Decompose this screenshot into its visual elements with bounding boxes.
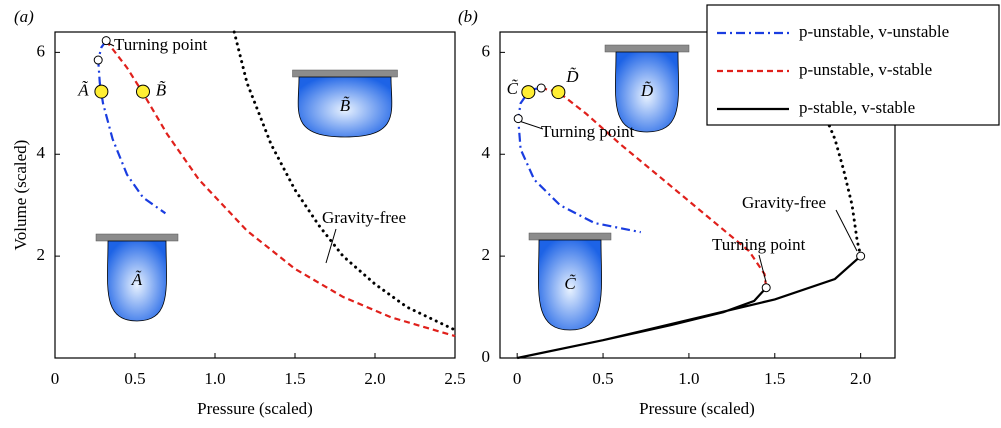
- inset-plate: [292, 69, 398, 78]
- series-line: [540, 86, 768, 288]
- y-tick-label: 0: [482, 347, 491, 366]
- annotation: Turning point: [712, 235, 806, 254]
- state-label: D̃: [565, 67, 579, 86]
- legend-label: p-stable, v-stable: [799, 98, 915, 117]
- turning-point: [761, 283, 771, 293]
- annotation: Gravity-free: [322, 208, 406, 227]
- panel: C̃ D̃ 0 0.5 1.0 1.5 2.0 0 2 4 6 Pressure (scaled) (b…: [458, 4, 1000, 418]
- y-tick-label: 4: [37, 143, 46, 162]
- x-tick-label: 0.5: [592, 369, 613, 388]
- turning-point: [513, 114, 523, 124]
- state-label: B̃: [156, 81, 167, 100]
- state-point: [551, 85, 566, 100]
- annotation-pointer: [518, 120, 544, 130]
- y-tick-label: 4: [482, 143, 491, 162]
- panel-label: (b): [458, 7, 478, 26]
- inset-plate: [604, 44, 690, 53]
- x-tick-label: 2.5: [444, 369, 465, 388]
- turning-point: [856, 251, 866, 261]
- inset-label: C̃: [564, 274, 576, 293]
- x-axis-label: Pressure (scaled): [639, 399, 755, 418]
- x-tick-label: 1.5: [284, 369, 305, 388]
- series-line: [824, 117, 863, 258]
- inset-label: B̃: [340, 96, 351, 115]
- y-tick-label: 6: [37, 41, 46, 60]
- turning-point: [101, 36, 111, 46]
- inset-label: D̃: [640, 81, 654, 100]
- y-tick-label: 6: [482, 41, 491, 60]
- x-axis-label: Pressure (scaled): [197, 399, 313, 418]
- legend-label: p-unstable, v-stable: [799, 60, 932, 79]
- annotation-pointer: [835, 209, 858, 252]
- x-tick-label: 1.0: [678, 369, 699, 388]
- inset-plate: [95, 233, 179, 242]
- state-label: Ã: [77, 81, 89, 100]
- series-line: [97, 40, 167, 215]
- inset-drop: [538, 239, 602, 331]
- y-axis-label: Volume (scaled): [11, 140, 30, 251]
- turning-point: [93, 55, 103, 65]
- annotation-pointer: [325, 228, 337, 264]
- panel-label: (a): [14, 7, 34, 26]
- inset-drop: [615, 51, 679, 133]
- x-tick-label: 0.5: [124, 369, 145, 388]
- annotation: Turning point: [114, 35, 208, 54]
- x-tick-label: 0: [51, 369, 60, 388]
- state-point: [94, 84, 109, 99]
- annotation: Turning point: [541, 122, 635, 141]
- inset-plate: [528, 232, 612, 241]
- x-tick-label: 0: [513, 369, 522, 388]
- annotation: Gravity-free: [742, 193, 826, 212]
- series-line: [516, 255, 862, 360]
- state-label: C̃: [507, 79, 519, 98]
- panel: Ã B̃ 0 0.5 1.0 1.5 2.0 2.5 2 4 6 Pressure (scaled) V…: [11, 7, 466, 418]
- x-tick-label: 1.5: [764, 369, 785, 388]
- state-point: [136, 84, 150, 99]
- inset-label: Ã: [131, 270, 143, 289]
- plot-frame: [499, 31, 896, 359]
- inset-drop: [297, 76, 393, 138]
- x-tick-label: 2.0: [850, 369, 871, 388]
- inset-drop: [107, 240, 167, 322]
- legend-box: [706, 4, 1000, 126]
- turning-point: [536, 83, 546, 93]
- x-tick-label: 1.0: [204, 369, 225, 388]
- annotation-pointer: [758, 254, 767, 283]
- legend-label: p-unstable, v-unstable: [799, 22, 949, 41]
- y-tick-label: 2: [37, 245, 46, 264]
- y-tick-label: 2: [482, 245, 491, 264]
- state-point: [521, 85, 536, 100]
- series-line: [105, 40, 456, 338]
- series-line: [517, 86, 642, 234]
- plot-frame: [54, 31, 456, 359]
- series-line: [232, 30, 457, 332]
- x-tick-label: 2.0: [364, 369, 385, 388]
